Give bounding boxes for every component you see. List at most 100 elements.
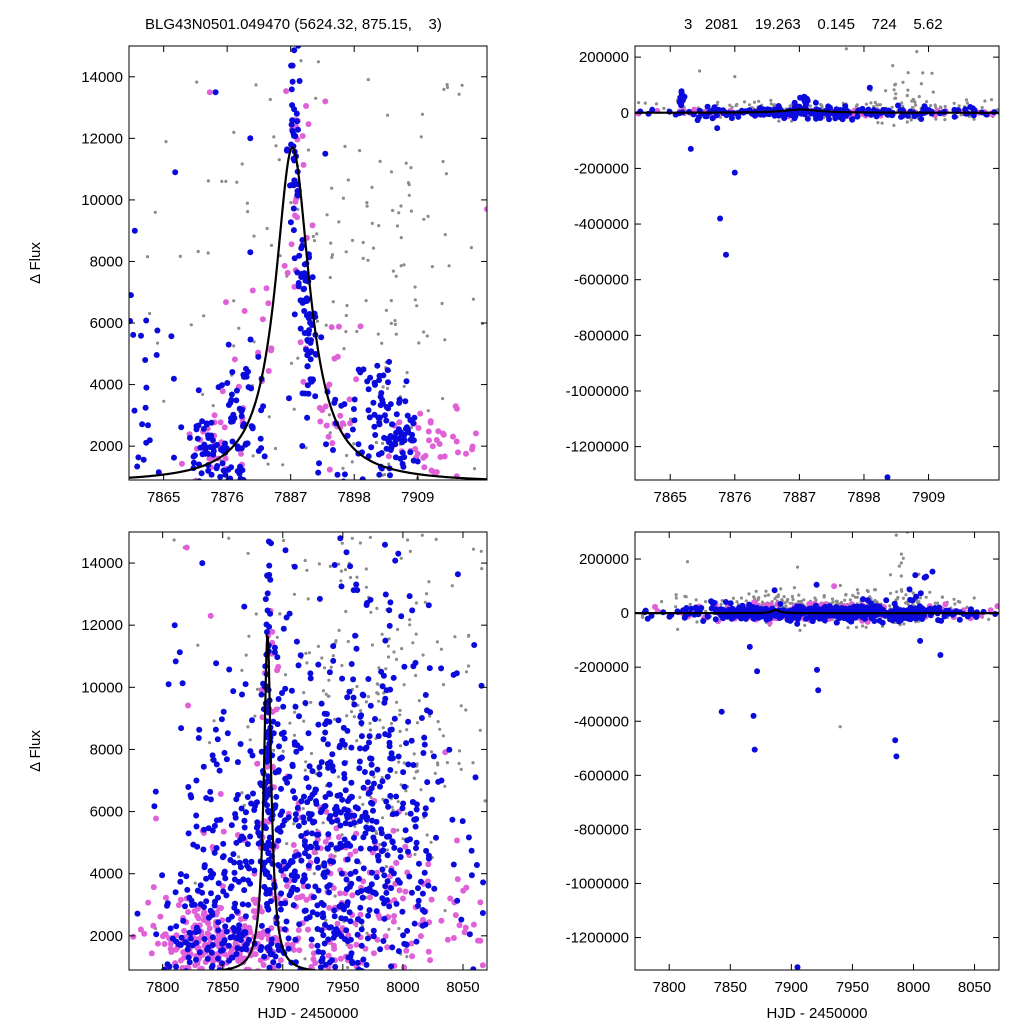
- blue-point: [211, 849, 218, 856]
- gray-point: [873, 598, 877, 603]
- gray-point: [799, 599, 804, 604]
- magenta-point: [300, 378, 307, 385]
- blue-point: [193, 823, 200, 830]
- gray-point: [399, 236, 403, 240]
- blue-point: [176, 649, 183, 656]
- model-curve: [635, 608, 999, 615]
- gray-point: [441, 683, 446, 687]
- blue-point: [277, 906, 284, 913]
- blue-point: [752, 605, 759, 612]
- blue-point: [315, 864, 322, 871]
- blue-point: [208, 949, 215, 956]
- blue-point: [309, 830, 315, 837]
- blue-point: [320, 871, 327, 878]
- blue-point: [202, 444, 209, 451]
- blue-point: [186, 894, 193, 901]
- blue-point: [308, 348, 315, 355]
- blue-point: [383, 417, 390, 424]
- magenta-point: [290, 842, 297, 848]
- blue-point: [184, 946, 191, 953]
- y-tick-label: -400000: [574, 713, 629, 730]
- gray-point: [422, 330, 426, 334]
- blue-point: [143, 317, 150, 324]
- blue-point: [424, 779, 431, 786]
- blue-point: [466, 931, 473, 938]
- blue-point: [281, 817, 288, 824]
- gray-point: [345, 303, 349, 308]
- blue-point: [396, 879, 403, 886]
- blue-point: [814, 666, 820, 673]
- blue-point: [362, 830, 369, 837]
- blue-point: [324, 760, 331, 767]
- gray-point: [830, 597, 835, 601]
- gray-point: [769, 102, 773, 106]
- gray-point: [405, 728, 409, 732]
- blue-point: [242, 929, 249, 936]
- magenta-point: [337, 955, 344, 962]
- blue-point: [237, 741, 244, 747]
- gray-point: [466, 664, 471, 668]
- blue-point: [220, 840, 227, 847]
- blue-point: [352, 632, 359, 639]
- magenta-point: [256, 930, 263, 937]
- blue-point: [266, 562, 273, 569]
- gray-point: [933, 601, 937, 605]
- blue-point: [341, 836, 348, 843]
- gray-point: [934, 117, 938, 121]
- gray-point: [884, 89, 888, 93]
- model-curve: [211, 633, 324, 970]
- magenta-point: [290, 946, 297, 953]
- blue-point: [326, 781, 333, 788]
- blue-point: [193, 812, 200, 819]
- blue-point: [382, 695, 389, 702]
- magenta-point: [987, 607, 994, 614]
- y-tick-label: 200000: [579, 551, 629, 568]
- blue-point: [290, 227, 297, 234]
- blue-point: [333, 803, 340, 810]
- blue-point: [370, 807, 376, 814]
- blue-point: [200, 425, 207, 432]
- magenta-point: [309, 222, 316, 229]
- gray-point: [674, 596, 678, 600]
- blue-point: [383, 687, 390, 694]
- blue-point: [318, 700, 325, 707]
- gray-point: [855, 588, 860, 592]
- blue-point: [237, 837, 244, 844]
- blue-point: [430, 753, 437, 760]
- blue-point: [204, 955, 211, 962]
- blue-point: [350, 406, 357, 412]
- blue-point: [199, 418, 206, 425]
- gray-point: [237, 855, 241, 859]
- gray-point: [337, 562, 341, 566]
- gray-point: [380, 816, 385, 820]
- blue-point: [258, 922, 265, 929]
- blue-point: [368, 761, 375, 768]
- gray-point: [747, 103, 752, 107]
- blue-point: [240, 477, 247, 480]
- blue-point: [166, 963, 173, 970]
- gray-point: [369, 610, 373, 614]
- blue-point: [130, 331, 137, 338]
- blue-point: [892, 737, 899, 744]
- blue-point: [403, 378, 410, 385]
- blue-point: [413, 839, 420, 846]
- magenta-point: [181, 927, 188, 934]
- gray-point: [472, 467, 477, 471]
- blue-point: [379, 895, 386, 902]
- magenta-point: [334, 920, 341, 927]
- blue-point: [405, 761, 412, 768]
- magenta-point: [210, 957, 217, 964]
- blue-point: [365, 407, 372, 414]
- blue-point: [222, 440, 228, 447]
- blue-point: [337, 535, 344, 542]
- blue-point: [355, 916, 361, 923]
- gray-point: [869, 101, 873, 105]
- gray-point: [389, 170, 394, 174]
- blue-point: [279, 690, 285, 696]
- blue-point: [202, 450, 208, 457]
- gray-point: [459, 767, 463, 772]
- gray-point: [395, 224, 400, 228]
- blue-point: [289, 62, 296, 69]
- blue-point: [251, 867, 258, 874]
- blue-point: [223, 756, 230, 763]
